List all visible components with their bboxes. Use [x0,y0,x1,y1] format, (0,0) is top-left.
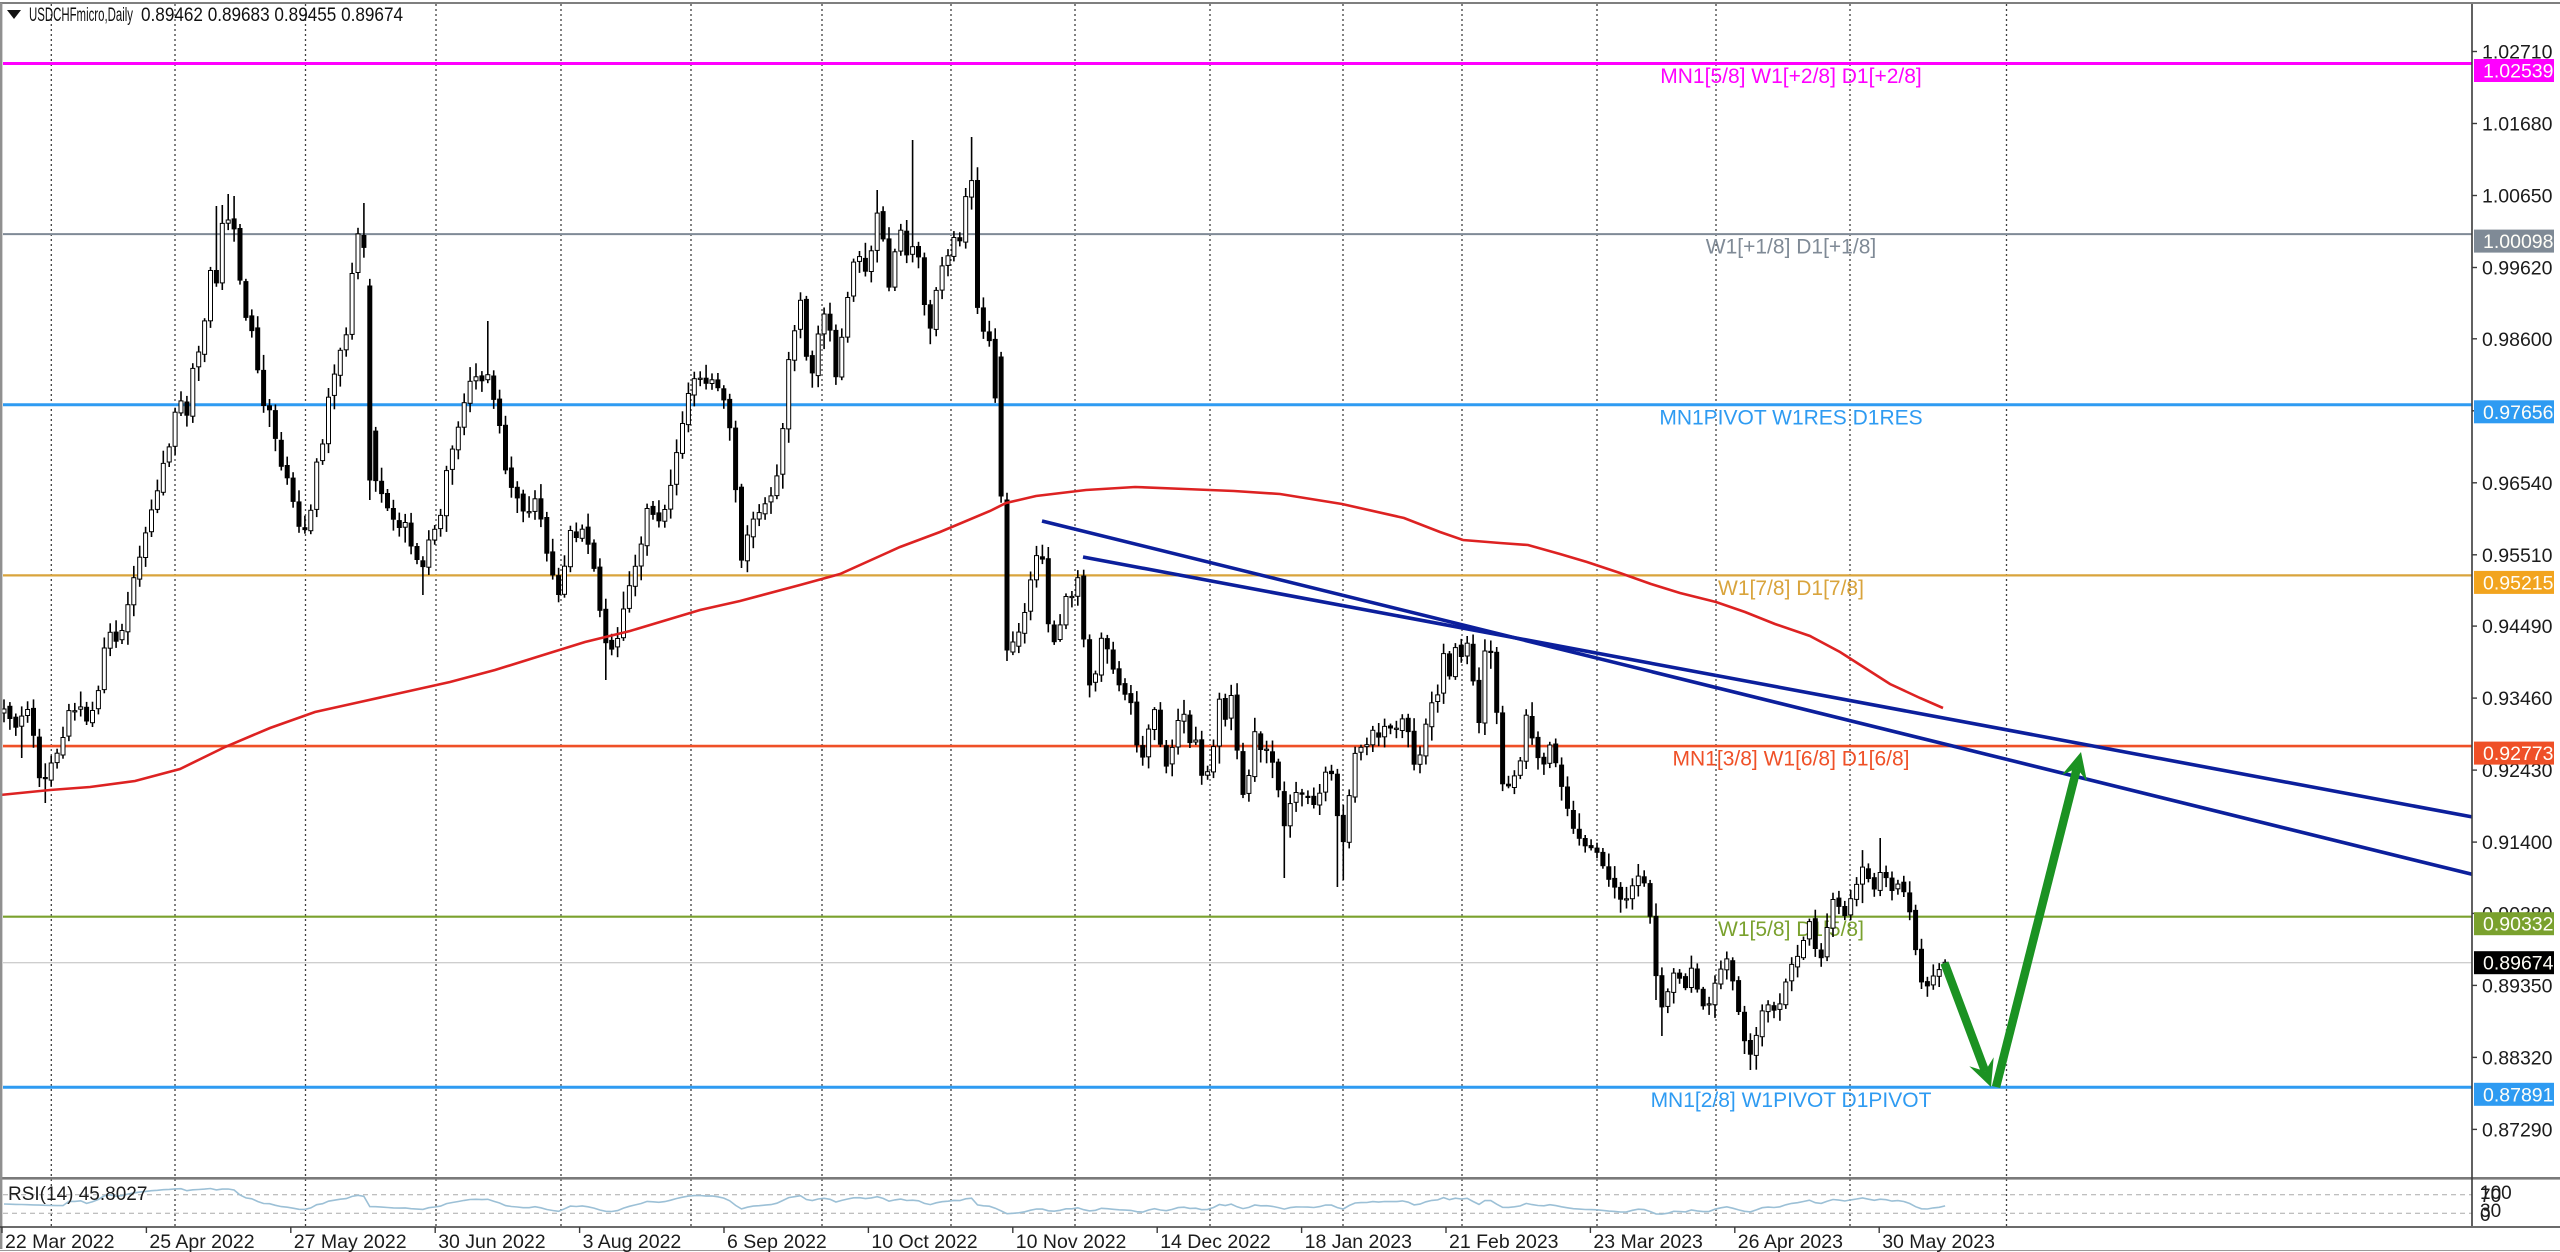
svg-text:0.89674: 0.89674 [2483,953,2554,975]
svg-text:23 Mar 2023: 23 Mar 2023 [1593,1231,1703,1252]
svg-text:0.98600: 0.98600 [2482,329,2553,351]
svg-text:MN1[3/8] W1[6/8] D1[6/8]: MN1[3/8] W1[6/8] D1[6/8] [1673,748,1910,771]
svg-text:0.89462 0.89683 0.89455 0.8967: 0.89462 0.89683 0.89455 0.89674 [141,5,403,26]
svg-text:1.02539: 1.02539 [2483,61,2554,83]
svg-text:21 Feb 2023: 21 Feb 2023 [1449,1231,1559,1252]
svg-text:10 Nov 2022: 10 Nov 2022 [1016,1231,1127,1252]
svg-text:1.00098: 1.00098 [2483,231,2554,253]
svg-text:RSI(14) 45.8027: RSI(14) 45.8027 [8,1184,147,1205]
svg-text:MN1[2/8] W1PIVOT D1PIVOT: MN1[2/8] W1PIVOT D1PIVOT [1651,1089,1932,1112]
svg-text:0.91400: 0.91400 [2482,832,2553,854]
svg-text:18 Jan 2023: 18 Jan 2023 [1305,1231,1412,1252]
svg-text:0: 0 [2480,1205,2491,1226]
svg-text:W1[5/8] D1[5/8]: W1[5/8] D1[5/8] [1718,918,1864,941]
svg-text:6 Sep 2022: 6 Sep 2022 [727,1231,827,1252]
svg-text:0.87891: 0.87891 [2483,1084,2554,1106]
svg-text:1.01680: 1.01680 [2482,114,2553,136]
svg-text:0.88320: 0.88320 [2482,1047,2553,1069]
svg-text:10 Oct 2022: 10 Oct 2022 [871,1231,977,1252]
svg-text:0.95510: 0.95510 [2482,545,2553,567]
svg-text:W1[7/8] D1[7/8]: W1[7/8] D1[7/8] [1718,577,1864,600]
svg-text:26 Apr 2023: 26 Apr 2023 [1738,1231,1843,1252]
svg-text:27 May 2022: 27 May 2022 [294,1231,407,1252]
svg-text:22 Mar 2022: 22 Mar 2022 [5,1231,115,1252]
svg-text:MN1[5/8] W1[+2/8] D1[+2/8]: MN1[5/8] W1[+2/8] D1[+2/8] [1660,65,1921,88]
svg-text:0.93460: 0.93460 [2482,688,2553,710]
svg-text:0.96540: 0.96540 [2482,473,2553,495]
svg-text:0.94490: 0.94490 [2482,616,2553,638]
svg-text:0.97656: 0.97656 [2483,402,2554,424]
svg-text:14 Dec 2022: 14 Dec 2022 [1160,1231,1271,1252]
svg-text:W1[+1/8] D1[+1/8]: W1[+1/8] D1[+1/8] [1706,236,1876,259]
svg-text:0.99620: 0.99620 [2482,258,2553,280]
svg-text:0.87290: 0.87290 [2482,1119,2553,1141]
svg-text:1.02710: 1.02710 [2482,42,2553,64]
svg-text:30 Jun 2022: 30 Jun 2022 [438,1231,545,1252]
svg-text:100: 100 [2480,1183,2512,1204]
svg-text:0.89350: 0.89350 [2482,975,2553,997]
svg-text:3 Aug 2022: 3 Aug 2022 [583,1231,682,1252]
svg-text:25 Apr 2022: 25 Apr 2022 [149,1231,254,1252]
svg-text:0.95215: 0.95215 [2483,572,2554,594]
svg-text:MN1PIVOT W1RES D1RES: MN1PIVOT W1RES D1RES [1659,406,1922,429]
svg-text:30: 30 [2480,1201,2501,1222]
svg-text:30 May 2023: 30 May 2023 [1882,1231,1995,1252]
svg-text:0.92773: 0.92773 [2483,743,2554,765]
svg-text:0.90332: 0.90332 [2483,914,2554,936]
svg-text:70: 70 [2480,1186,2501,1207]
svg-text:1.00650: 1.00650 [2482,186,2553,208]
svg-text:USDCHFmicro,Daily: USDCHFmicro,Daily [29,5,133,26]
svg-text:0.92430: 0.92430 [2482,760,2553,782]
